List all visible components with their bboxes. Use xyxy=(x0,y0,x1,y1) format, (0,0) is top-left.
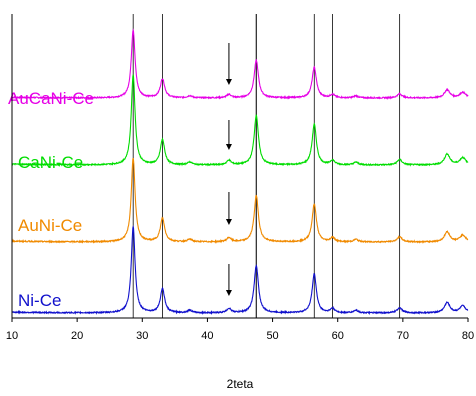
reference-lines xyxy=(132,14,401,318)
x-axis-title: 2teta xyxy=(227,377,254,391)
series-label: CaNi-Ce xyxy=(18,153,83,172)
x-tick-label: 20 xyxy=(71,330,83,342)
series-labels: AuCaNi-Ce CaNi-Ce AuNi-Ce Ni-Ce xyxy=(8,89,94,310)
x-tick-label: 40 xyxy=(201,330,213,342)
series-line xyxy=(11,224,469,316)
series-line xyxy=(11,74,469,168)
arrow-head xyxy=(225,144,232,150)
series-line xyxy=(11,28,469,101)
arrow-head xyxy=(225,290,232,296)
x-tick-label: 80 xyxy=(462,330,474,342)
arrow-head xyxy=(225,79,232,85)
x-ticks: 10 20 30 40 50 60 70 80 xyxy=(6,318,474,342)
arrow-markers xyxy=(225,43,232,296)
arrow-head xyxy=(225,219,232,225)
series-label: AuNi-Ce xyxy=(18,216,82,235)
x-tick-label: 60 xyxy=(332,330,344,342)
series-line xyxy=(11,157,469,244)
series-curves xyxy=(11,28,469,316)
series-label: AuCaNi-Ce xyxy=(8,89,94,108)
x-tick-label: 10 xyxy=(6,330,18,342)
axes xyxy=(11,14,468,319)
x-tick-label: 70 xyxy=(397,330,409,342)
series-label: Ni-Ce xyxy=(18,291,61,310)
x-tick-label: 50 xyxy=(266,330,278,342)
x-tick-label: 30 xyxy=(136,330,148,342)
